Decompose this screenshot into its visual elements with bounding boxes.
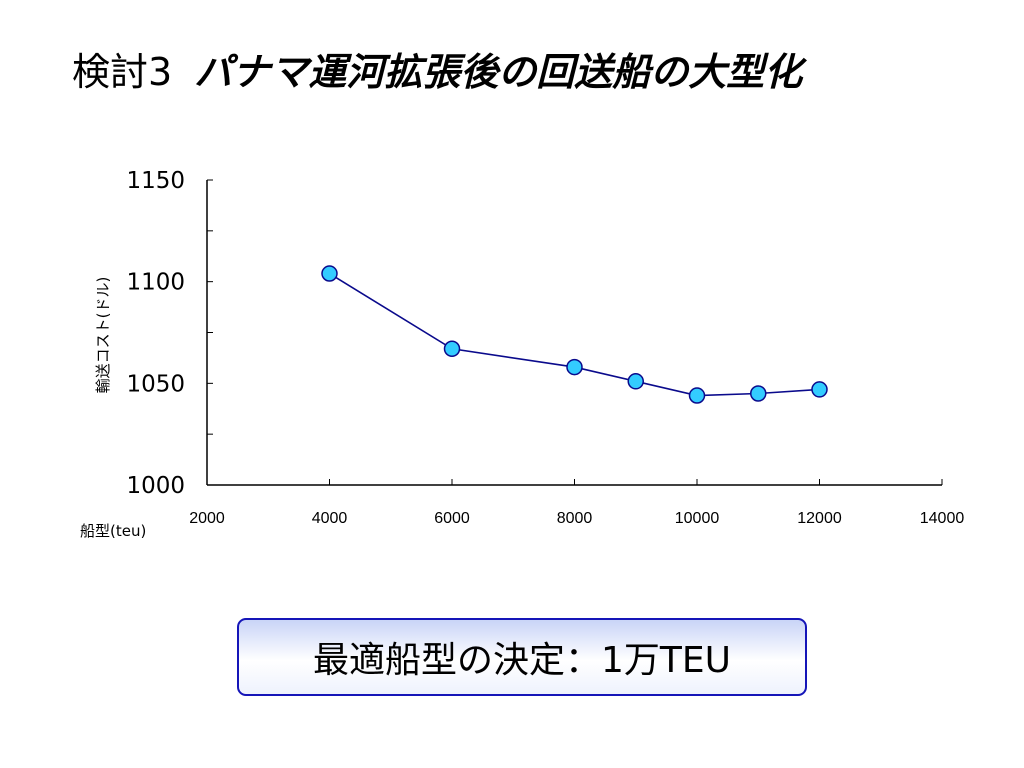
- chart-series: [321, 265, 828, 404]
- x-tick-label: 8000: [557, 510, 593, 527]
- y-tick-label: 1000: [126, 473, 185, 499]
- x-tick-label: 6000: [434, 510, 470, 527]
- cost-chart: 1000 1050 1100 1150 2000 4000 6000 8000 10000 120…: [80, 168, 964, 540]
- title-main: パナマ運河拡張後の回送船の大型化: [194, 50, 803, 94]
- title-prefix: 検討3: [72, 50, 173, 94]
- y-tick-label: 1100: [126, 270, 185, 296]
- x-tick-label: 4000: [312, 510, 348, 527]
- series-line: [329, 272, 820, 397]
- y-tick-label: 1050: [126, 371, 185, 397]
- conclusion-text: 最適船型の決定：1万TEU: [313, 640, 731, 681]
- conclusion-box: 最適船型の決定：1万TEU: [237, 618, 807, 696]
- chart-axes: [206, 180, 942, 486]
- x-tick-label: 10000: [675, 510, 720, 527]
- x-axis-title: 船型(teu): [80, 522, 146, 540]
- x-tick-label: 2000: [189, 510, 225, 527]
- data-point: [321, 265, 338, 282]
- data-point: [811, 381, 828, 398]
- x-tick-label: 12000: [797, 510, 842, 527]
- data-point: [566, 358, 583, 376]
- y-axis-title: 輸送コスト(ドル): [94, 277, 112, 394]
- data-point: [627, 373, 644, 390]
- data-point: [688, 387, 706, 404]
- x-tick-label: 14000: [920, 510, 965, 527]
- chart-ticks: 1000 1050 1100 1150 2000 4000 6000 8000 10000 120…: [126, 168, 964, 527]
- y-tick-label: 1150: [126, 168, 185, 194]
- data-point: [443, 340, 461, 358]
- slide-title: 検討3 パナマ運河拡張後の回送船の大型化: [72, 42, 802, 102]
- data-point: [750, 385, 767, 402]
